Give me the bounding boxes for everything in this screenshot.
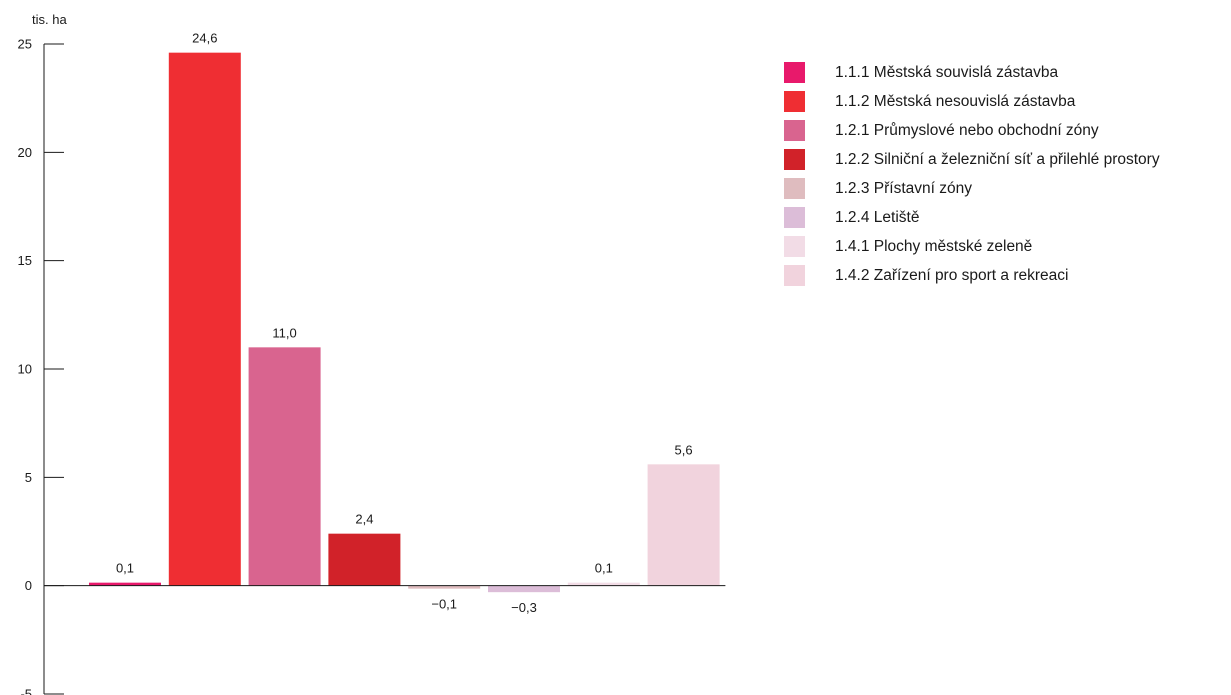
legend-item: 1.4.2 Zařízení pro sport a rekreaci <box>784 261 1160 290</box>
bar-value-label: −0,1 <box>431 597 457 612</box>
legend-swatch <box>784 120 805 141</box>
bar <box>567 582 640 586</box>
legend-label: 1.4.1 Plochy městské zeleně <box>835 237 1033 255</box>
bar-value-label: 11,0 <box>272 325 296 340</box>
legend-swatch <box>784 62 805 83</box>
legend-swatch <box>784 207 805 228</box>
bar <box>89 582 161 586</box>
bar-value-label: 0,1 <box>116 561 134 576</box>
bar <box>647 464 720 586</box>
y-tick-label: 25 <box>18 37 32 52</box>
y-tick-label: 0 <box>25 578 32 593</box>
legend-item: 1.4.1 Plochy městské zeleně <box>784 232 1160 261</box>
y-tick-label: -5 <box>20 687 32 695</box>
legend-swatch <box>784 91 805 112</box>
bar <box>488 585 560 593</box>
legend-item: 1.2.1 Průmyslové nebo obchodní zóny <box>784 116 1160 145</box>
bar <box>408 585 481 589</box>
legend-swatch <box>784 236 805 257</box>
legend-label: 1.2.2 Silniční a železniční síť a přileh… <box>835 150 1160 168</box>
y-tick-label: 20 <box>18 145 32 160</box>
legend-item: 1.2.2 Silniční a železniční síť a přileh… <box>784 145 1160 174</box>
legend-swatch <box>784 149 805 170</box>
legend-item: 1.1.1 Městská souvislá zástavba <box>784 58 1160 87</box>
bar <box>168 52 241 586</box>
bar-value-label: 0,1 <box>595 561 613 576</box>
legend-swatch <box>784 178 805 199</box>
bar <box>248 347 321 586</box>
legend-item: 1.2.4 Letiště <box>784 203 1160 232</box>
bar <box>328 533 401 586</box>
bar-value-label: 2,4 <box>355 512 373 527</box>
y-tick-label: 10 <box>18 362 32 377</box>
legend-label: 1.2.1 Průmyslové nebo obchodní zóny <box>835 121 1099 139</box>
legend-label: 1.1.2 Městská nesouvislá zástavba <box>835 92 1076 110</box>
value-labels: 0,1 24,6 11,0 2,4 −0,1 −0,3 0,1 5,6 <box>116 31 693 616</box>
legend-label: 1.2.4 Letiště <box>835 208 920 226</box>
bar-value-label: −0,3 <box>511 600 537 615</box>
legend: 1.1.1 Městská souvislá zástavba 1.1.2 Měs… <box>784 58 1160 290</box>
y-tick-label: 5 <box>25 470 32 485</box>
bar-value-label: 5,6 <box>675 442 693 457</box>
bar-value-label: 24,6 <box>192 31 217 46</box>
legend-item: 1.1.2 Městská nesouvislá zástavba <box>784 87 1160 116</box>
bars <box>89 52 720 593</box>
y-tick-label: 15 <box>18 253 32 268</box>
legend-item: 1.2.3 Přístavní zóny <box>784 174 1160 203</box>
legend-label: 1.1.1 Městská souvislá zástavba <box>835 63 1059 81</box>
y-axis: 25 20 15 10 5 0 -5 <box>18 37 64 695</box>
legend-label: 1.2.3 Přístavní zóny <box>835 179 972 197</box>
y-axis-unit-label: tis. ha <box>32 12 67 27</box>
legend-swatch <box>784 265 805 286</box>
legend-label: 1.4.2 Zařízení pro sport a rekreaci <box>835 266 1069 284</box>
